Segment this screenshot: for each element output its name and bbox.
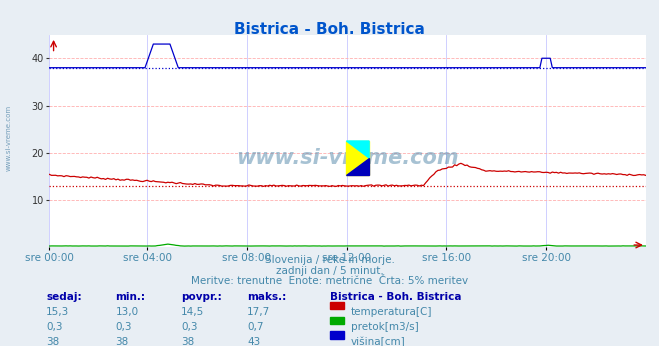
Text: sedaj:: sedaj: [46,292,82,302]
Text: 0,3: 0,3 [46,322,63,332]
Text: Meritve: trenutne  Enote: metrične  Črta: 5% meritev: Meritve: trenutne Enote: metrične Črta: … [191,276,468,286]
Text: Bistrica - Boh. Bistrica: Bistrica - Boh. Bistrica [234,22,425,37]
Polygon shape [347,141,369,158]
Text: 0,3: 0,3 [181,322,198,332]
Text: 38: 38 [115,337,129,346]
Text: povpr.:: povpr.: [181,292,222,302]
Text: 13,0: 13,0 [115,307,138,317]
Text: 17,7: 17,7 [247,307,270,317]
Text: www.si-vreme.com: www.si-vreme.com [5,105,11,172]
Polygon shape [347,158,369,175]
Text: 43: 43 [247,337,260,346]
Text: Bistrica - Boh. Bistrica: Bistrica - Boh. Bistrica [330,292,461,302]
Text: 0,3: 0,3 [115,322,132,332]
Text: temperatura[C]: temperatura[C] [351,307,432,317]
Bar [347,141,369,175]
Text: pretok[m3/s]: pretok[m3/s] [351,322,418,332]
Text: maks.:: maks.: [247,292,287,302]
Text: 38: 38 [46,337,59,346]
Text: 15,3: 15,3 [46,307,69,317]
Text: višina[cm]: višina[cm] [351,337,405,346]
Text: www.si-vreme.com: www.si-vreme.com [237,148,459,168]
Text: zadnji dan / 5 minut.: zadnji dan / 5 minut. [275,266,384,276]
Text: 38: 38 [181,337,194,346]
Text: Slovenija / reke in morje.: Slovenija / reke in morje. [264,255,395,265]
Text: 0,7: 0,7 [247,322,264,332]
Text: min.:: min.: [115,292,146,302]
Text: 14,5: 14,5 [181,307,204,317]
